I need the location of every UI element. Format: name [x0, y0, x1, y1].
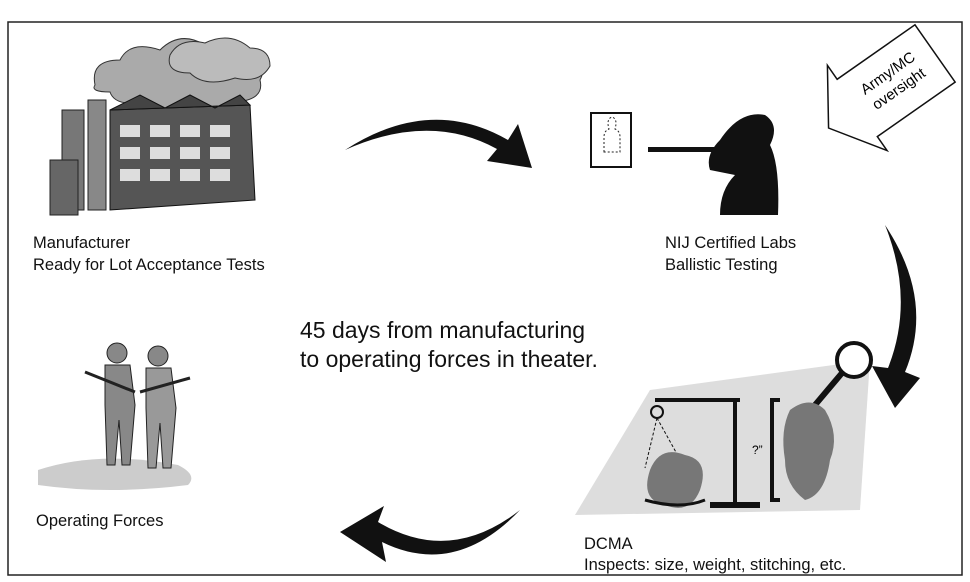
node-label: NIJ Certified Labs: [665, 234, 796, 252]
node-label: Ballistic Testing: [665, 256, 778, 274]
node-label: Ready for Lot Acceptance Tests: [33, 256, 265, 274]
center-text: 45 days from manufacturing: [300, 317, 585, 343]
inspection-mark: ?”: [752, 443, 763, 457]
diagram: ?” Army/MC oversight Manufacturer Ready …: [0, 0, 970, 582]
node-label: Inspects: size, weight, stitching, etc.: [584, 556, 846, 574]
node-label: Manufacturer: [33, 234, 131, 252]
node-label: Operating Forces: [36, 512, 163, 530]
center-text: to operating forces in theater.: [300, 346, 598, 372]
node-label: DCMA: [584, 535, 633, 553]
